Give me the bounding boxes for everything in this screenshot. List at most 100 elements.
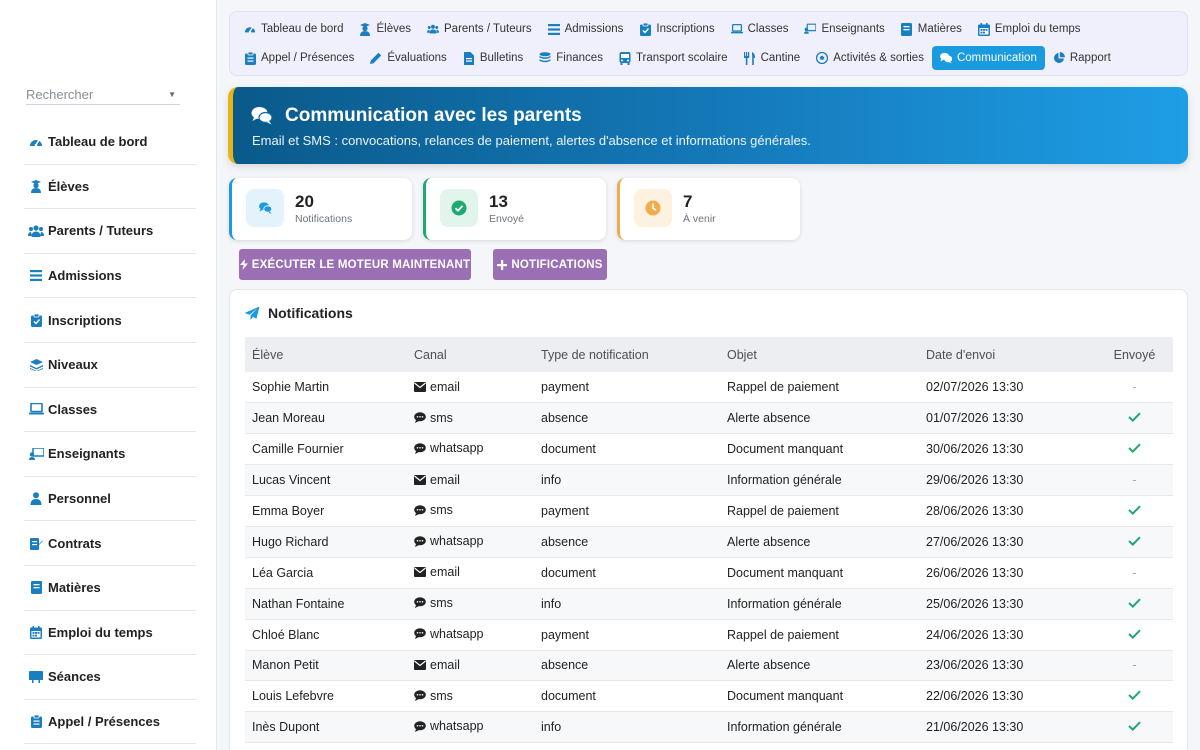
cell-channel: sms [407,681,534,712]
top-nav-tab[interactable]: Matières [893,17,970,41]
cell-sent [1089,712,1173,743]
top-nav-tab[interactable]: Appel / Présences [236,46,362,70]
gauge-icon [27,135,45,149]
sidebar-item[interactable]: Enseignants [24,432,196,477]
sidebar-item[interactable]: Tableau de bord [24,120,196,165]
cell-date: 25/06/2026 13:30 [926,596,1024,611]
table-row[interactable]: Sophie Martin email payment Rappel de pa… [245,372,1173,403]
add-notification-button[interactable]: NOTIFICATIONS [493,249,607,280]
sidebar-item[interactable]: Admissions [24,254,196,299]
table-row[interactable]: Lucas Vincent email info Information gén… [245,464,1173,496]
table-row[interactable]: Léa Garcia email document Document manqu… [245,557,1173,589]
page-title: Communication avec les parents [285,105,582,126]
table-row[interactable]: Hugo Richard whatsapp absence Alerte abs… [245,526,1173,558]
channel-label: sms [430,503,453,518]
table-row[interactable]: Jean Moreau sms absence Alerte absence 0… [245,402,1173,434]
table-row[interactable]: Emma Boyer sms payment Rappel de paiemen… [245,496,1173,527]
table-row[interactable]: Camille Fournier whatsapp document Docum… [245,434,1173,465]
sidebar-item[interactable]: Personnel [24,477,196,522]
chevron-down-icon: ▼ [168,90,176,99]
cell-sent [1089,496,1173,527]
cell-sent [1089,434,1173,465]
cell-subject: Document manquant [727,689,844,704]
column-header-subject[interactable]: Objet [727,347,757,362]
table-row[interactable]: Nathan Fontaine sms info Information gén… [245,588,1173,620]
sidebar: Rechercher ▼ Tableau de bord Élèves Pare… [0,0,217,750]
channel-label: email [430,472,460,487]
check-icon [1128,598,1141,608]
layers-icon [27,358,45,372]
column-header-date[interactable]: Date d'envoi [926,347,996,362]
top-nav-tab[interactable]: Activités & sorties [808,46,932,70]
top-nav-tab[interactable]: Bulletins [455,46,531,70]
top-nav-tab[interactable]: Emploi du temps [970,17,1089,41]
top-nav-tab-label: Élèves [376,23,412,35]
table-row[interactable]: Inès Dupont whatsapp info Information gé… [245,711,1173,743]
top-nav-tab[interactable]: Classes [723,17,797,41]
stat-card: 7 À venir [617,178,800,240]
cell-date: 26/06/2026 13:30 [926,565,1024,580]
top-nav-tab[interactable]: Rapport [1045,46,1119,70]
column-header-student[interactable]: Élève [252,347,284,362]
sidebar-item-label: Élèves [48,178,90,194]
top-nav-tab[interactable]: Évaluations [362,46,454,70]
teacher-icon [27,447,45,461]
cell-date: 29/06/2026 13:30 [926,473,1024,488]
top-nav-tab[interactable]: Inscriptions [631,17,722,41]
cell-student: Lucas Vincent [252,473,331,488]
table-row[interactable]: Manon Petit email absence Alerte absence… [245,650,1173,681]
top-nav-tab[interactable]: Admissions [540,17,632,41]
top-nav-tab[interactable]: Finances [531,46,611,70]
table-row[interactable]: Louis Lefebvre sms document Document man… [245,681,1173,712]
stat-label: Envoyé [489,213,525,225]
sidebar-item[interactable]: Matières [24,566,196,611]
sidebar-item[interactable]: Élèves [24,165,196,210]
top-nav-tab[interactable]: Enseignants [796,17,892,41]
top-nav-tab-label: Cantine [760,52,801,64]
sidebar-item[interactable]: Appel / Présences [24,700,196,745]
cell-type: info [541,473,562,488]
cell-channel: sms [407,588,534,619]
cell-student: Manon Petit [252,658,319,673]
column-header-sent[interactable]: Envoyé [1113,347,1156,362]
sidebar-item[interactable]: Classes [24,388,196,433]
top-nav-tab[interactable]: Communication [931,46,1045,70]
calendar-icon [27,625,45,639]
cell-student: Léa Garcia [252,565,314,580]
stat-value: 13 [489,192,508,211]
sidebar-item[interactable]: Parents / Tuteurs [24,209,196,254]
panel-title: Notifications [268,305,353,321]
check-icon [1128,505,1141,515]
top-nav-tab-label: Transport scolaire [635,52,728,64]
check-icon [1128,629,1141,639]
sidebar-item[interactable]: Séances [24,655,196,700]
top-nav-tab-label: Enseignants [821,23,885,35]
cell-subject: Rappel de paiement [727,380,839,395]
add-notification-label: NOTIFICATIONS [511,258,603,271]
comment-dots-icon [414,505,426,516]
table-row[interactable]: Chloé Blanc whatsapp payment Rappel de p… [245,619,1173,651]
cell-date: 01/07/2026 13:30 [926,411,1024,426]
sidebar-item[interactable]: Contrats [24,521,196,566]
top-nav-tab[interactable]: Parents / Tuteurs [419,17,540,41]
top-nav-tab[interactable]: Tableau de bord [236,17,351,41]
run-engine-label: EXÉCUTER LE MOTEUR MAINTENANT [251,258,471,271]
sidebar-item[interactable]: Inscriptions [24,298,196,343]
cell-subject: Rappel de paiement [727,627,839,642]
column-header-type[interactable]: Type de notification [541,347,649,362]
top-nav-tab[interactable]: Élèves [351,17,419,41]
person-icon [27,492,45,506]
cell-channel: sms [407,403,534,434]
search-input[interactable]: Rechercher ▼ [26,85,180,105]
sidebar-item[interactable]: Emploi du temps [24,611,196,656]
column-header-channel[interactable]: Canal [414,347,447,362]
envelope-icon [414,659,426,670]
run-engine-button[interactable]: EXÉCUTER LE MOTEUR MAINTENANT [239,249,471,280]
top-nav-tab[interactable]: Transport scolaire [611,46,736,70]
cell-date: 22/06/2026 13:30 [926,689,1024,704]
top-nav-tab[interactable]: Cantine [736,46,809,70]
channel-label: email [430,379,460,394]
cell-date: 30/06/2026 13:30 [926,442,1024,457]
sidebar-item[interactable]: Niveaux [24,343,196,388]
top-nav-tab-label: Bulletins [479,52,524,64]
